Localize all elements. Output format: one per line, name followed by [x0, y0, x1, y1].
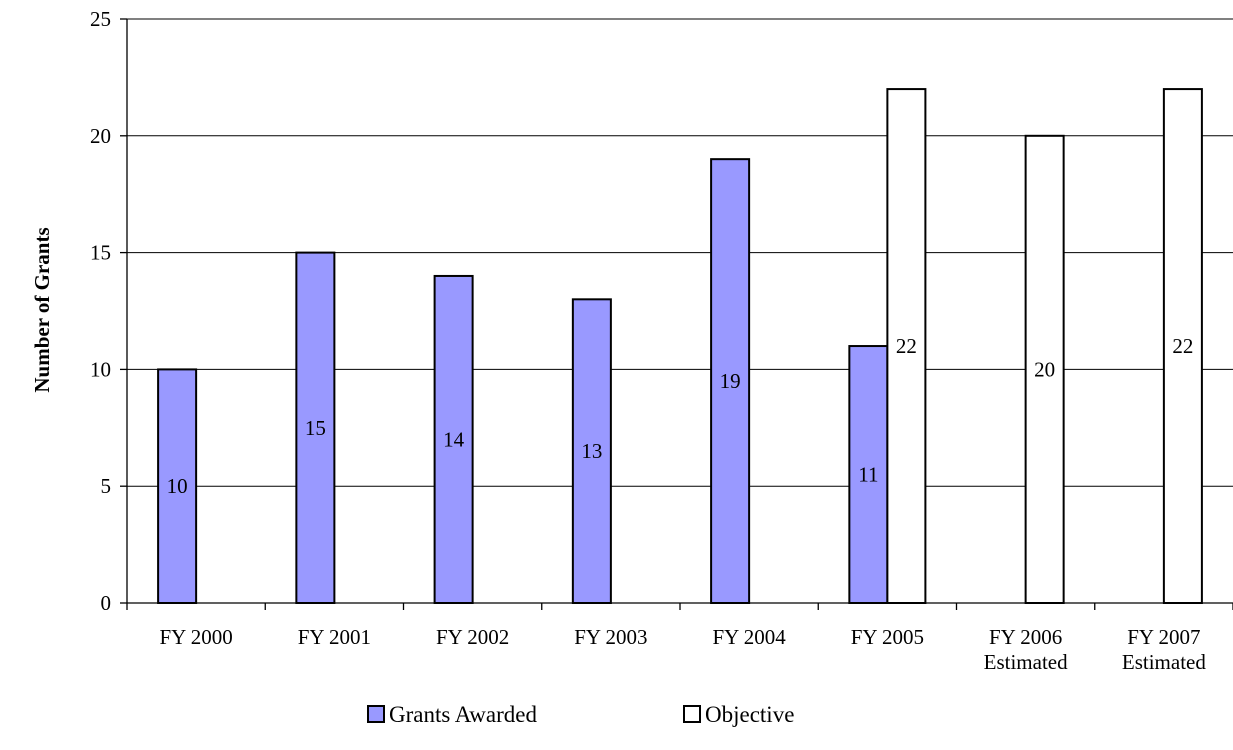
x-category-label: FY 2006 Estimated: [984, 625, 1068, 674]
y-tick-label: 5: [101, 474, 112, 498]
y-tick-label: 0: [101, 591, 112, 615]
data-label: 14: [443, 427, 465, 451]
legend-swatch: [683, 705, 701, 723]
data-label: 22: [1172, 334, 1193, 358]
bar-grants-awarded: [710, 158, 751, 604]
axes: [120, 18, 1233, 610]
x-category-label: FY 2002: [436, 625, 509, 649]
x-category-label: FY 2001: [298, 625, 371, 649]
y-tick-labels: 0 5 10 15 20 25: [90, 7, 111, 615]
data-label: 13: [581, 439, 602, 463]
y-tick-label: 20: [90, 124, 111, 148]
x-category-label-line: Estimated: [984, 650, 1068, 674]
data-label: 11: [858, 463, 878, 487]
legend-label: Objective: [705, 702, 794, 727]
x-category-label-line: FY 2000: [159, 625, 232, 649]
x-category-label-line: Estimated: [1122, 650, 1206, 674]
x-category-label-line: FY 2005: [851, 625, 924, 649]
y-axis-title: Number of Grants: [30, 227, 54, 392]
gridlines: [127, 18, 1233, 487]
x-category-label-line: FY 2001: [298, 625, 371, 649]
bar-objective: [1024, 134, 1065, 605]
x-category-label: FY 2004: [712, 625, 786, 649]
x-category-label-line: FY 2006: [989, 625, 1062, 649]
legend-swatch: [367, 705, 385, 723]
x-category-label-line: FY 2002: [436, 625, 509, 649]
data-label: 19: [720, 369, 741, 393]
bars: [157, 88, 1203, 605]
bar-grants-awarded: [433, 274, 474, 604]
data-label: 10: [167, 474, 188, 498]
y-tick-label: 10: [90, 357, 111, 381]
x-category-label-line: FY 2004: [712, 625, 786, 649]
bar-objective: [886, 88, 927, 604]
legend: Grants Awarded Objective: [367, 702, 794, 727]
data-labels: 10 15 14 13 19 11 22 20 22: [167, 334, 1194, 498]
bar-objective: [1162, 88, 1203, 604]
y-tick-label: 15: [90, 241, 111, 265]
x-category-label: FY 2000: [159, 625, 232, 649]
x-category-label: FY 2007 Estimated: [1122, 625, 1206, 674]
data-label: 15: [305, 416, 326, 440]
x-category-label-line: FY 2003: [574, 625, 647, 649]
x-category-label: FY 2003: [574, 625, 647, 649]
data-label: 22: [896, 334, 917, 358]
legend-label: Grants Awarded: [389, 702, 537, 727]
data-label: 20: [1034, 357, 1055, 381]
y-tick-label: 25: [90, 7, 111, 31]
x-category-label-line: FY 2007: [1127, 625, 1200, 649]
x-category-label: FY 2005: [851, 625, 924, 649]
bar-grants-awarded: [571, 298, 612, 604]
bar-grants-awarded: [157, 368, 198, 604]
x-tick-labels: FY 2000 FY 2001 FY 2002 FY 2003 FY 2004 FY 20…: [159, 625, 1206, 674]
